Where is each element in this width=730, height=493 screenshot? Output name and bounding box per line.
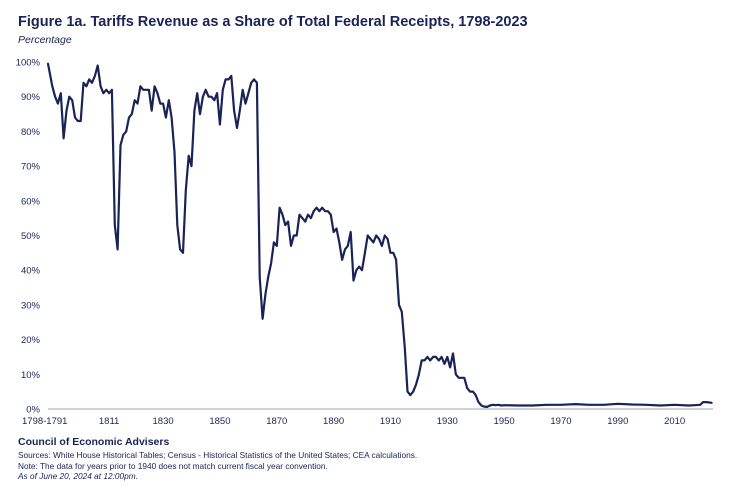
x-tick-label: 1990 [607,416,628,427]
y-tick-label: 80% [21,127,41,138]
y-tick-label: 90% [21,92,41,103]
y-tick-label: 50% [21,231,41,242]
y-tick-label: 70% [21,162,41,173]
y-tick-label: 20% [21,335,41,346]
x-tick-label: 1930 [437,416,458,427]
organization-name: Council of Economic Advisers [18,436,170,448]
chart-subtitle: Percentage [18,34,72,46]
data-note: Note: The data for years prior to 1940 d… [18,460,328,471]
series-line [46,62,713,408]
as-of-date: As of June 20, 2024 at 12:00pm. [18,471,138,481]
y-tick-label: 100% [16,58,41,69]
x-tick-label: 1850 [209,416,230,427]
y-tick-label: 30% [21,300,41,311]
x-tick-label: 2010 [664,416,685,427]
x-tick-label: 1910 [380,416,401,427]
x-tick-label: 1830 [153,416,174,427]
y-tick-label: 60% [21,196,41,207]
chart-footer: Council of Economic Advisers Sources: Wh… [18,436,718,482]
x-tick-label: 1890 [323,416,344,427]
y-tick-label: 0% [26,405,40,416]
x-tick-label: 1798-1791 [22,416,67,427]
x-tick-label: 1870 [266,416,287,427]
x-tick-label: 1811 [99,416,119,427]
y-tick-label: 40% [21,266,41,277]
x-tick-label: 1950 [494,416,515,427]
chart-title: Figure 1a. Tariffs Revenue as a Share of… [18,14,528,30]
x-tick-label: 1970 [550,416,571,427]
sources-note: Sources: White House Historical Tables; … [18,450,418,460]
y-tick-label: 10% [21,370,41,381]
